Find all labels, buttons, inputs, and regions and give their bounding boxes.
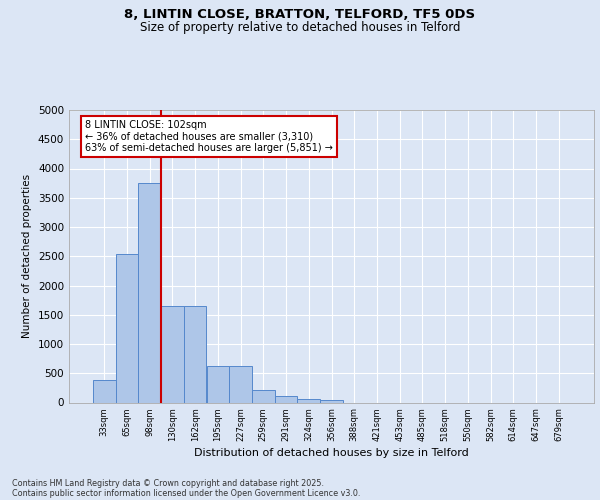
Text: 8 LINTIN CLOSE: 102sqm
← 36% of detached houses are smaller (3,310)
63% of semi-: 8 LINTIN CLOSE: 102sqm ← 36% of detached…	[85, 120, 332, 154]
Bar	[116, 254, 139, 402]
Bar	[206, 366, 229, 403]
Bar	[161, 306, 184, 402]
Bar	[298, 399, 320, 402]
X-axis label: Distribution of detached houses by size in Telford: Distribution of detached houses by size …	[194, 448, 469, 458]
Text: Contains public sector information licensed under the Open Government Licence v3: Contains public sector information licen…	[12, 488, 361, 498]
Bar	[275, 396, 298, 402]
Text: 8, LINTIN CLOSE, BRATTON, TELFORD, TF5 0DS: 8, LINTIN CLOSE, BRATTON, TELFORD, TF5 0…	[124, 8, 476, 20]
Text: Size of property relative to detached houses in Telford: Size of property relative to detached ho…	[140, 22, 460, 35]
Y-axis label: Number of detached properties: Number of detached properties	[22, 174, 32, 338]
Bar	[93, 380, 116, 402]
Bar	[252, 390, 275, 402]
Bar	[184, 306, 206, 402]
Bar	[229, 366, 252, 403]
Bar	[320, 400, 343, 402]
Text: Contains HM Land Registry data © Crown copyright and database right 2025.: Contains HM Land Registry data © Crown c…	[12, 478, 324, 488]
Bar	[139, 182, 161, 402]
